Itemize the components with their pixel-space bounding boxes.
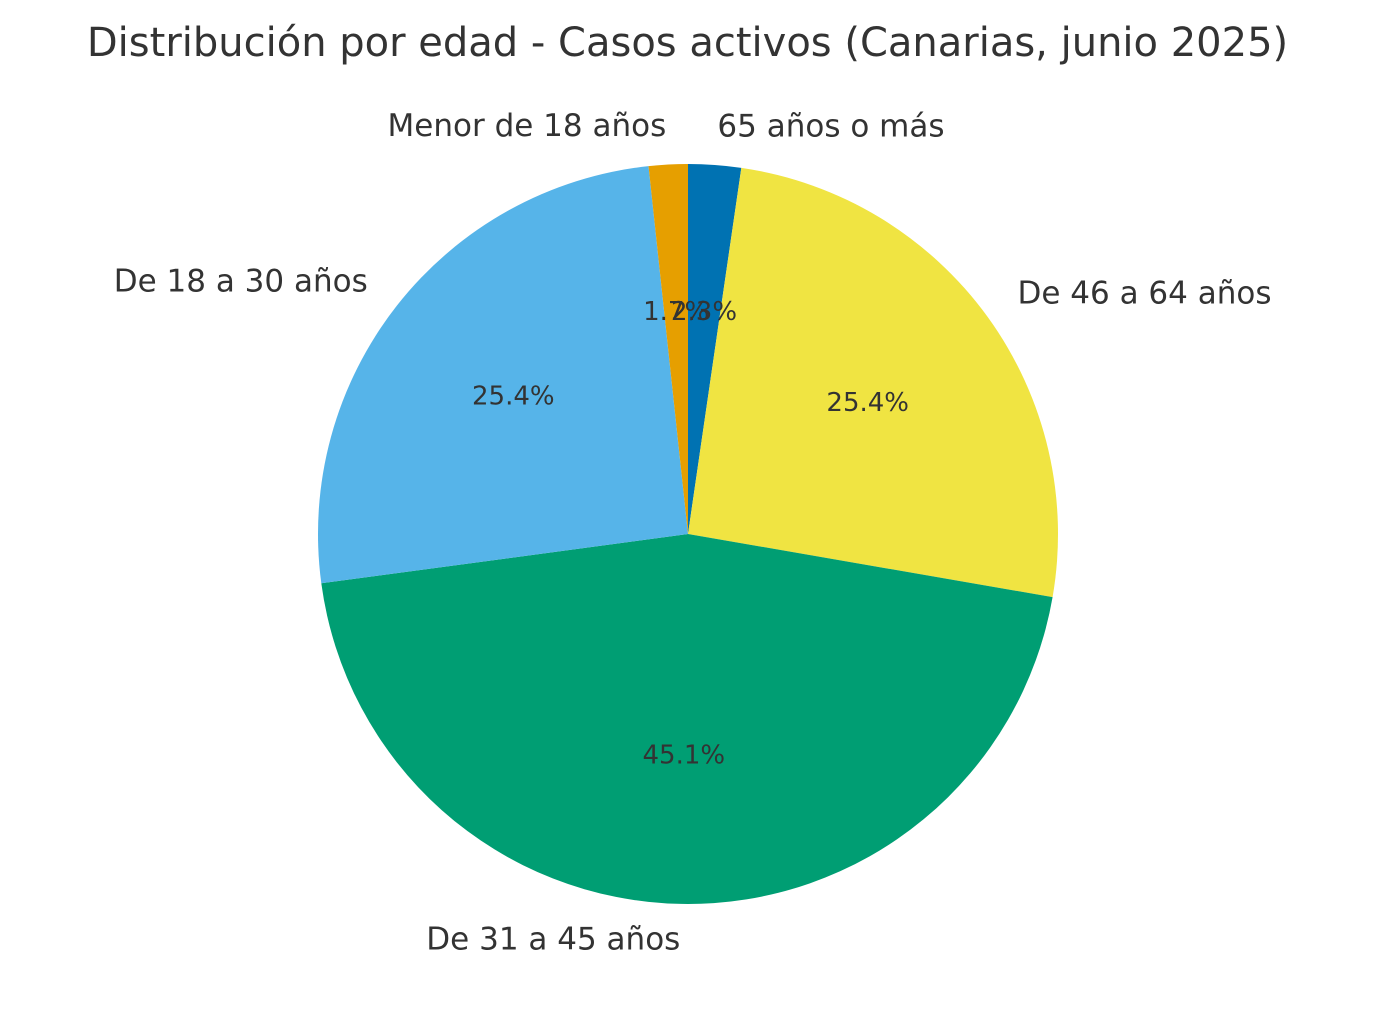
slice-label-65-anos-o-mas: 65 años o más: [717, 109, 944, 145]
slice-label-de-18-a-30-anos: De 18 a 30 años: [114, 263, 368, 299]
pie-slice-65-anos-o-mas: [688, 164, 742, 534]
pct-label-65-anos-o-mas: 2.3%: [671, 297, 737, 327]
pie-slice-de-31-a-45-anos: [321, 534, 1053, 904]
pct-label-menor-de-18-anos: 1.7%: [643, 297, 709, 327]
pie-slice-de-18-a-30-anos: [318, 166, 688, 584]
chart-title: Distribución por edad - Casos activos (C…: [87, 20, 1288, 66]
slice-label-de-31-a-45-anos: De 31 a 45 años: [426, 921, 680, 957]
slice-label-menor-de-18-anos: Menor de 18 años: [388, 108, 667, 144]
percentage-labels: 2.3% 25.4% 45.1% 25.4% 1.7%: [472, 297, 909, 771]
pct-label-de-18-a-30-anos: 25.4%: [472, 381, 555, 411]
slice-labels: 65 años o más De 46 a 64 años De 31 a 45 a…: [114, 108, 1272, 957]
pie-slice-de-46-a-64-anos: [688, 167, 1058, 598]
pie-slices: [318, 164, 1058, 904]
pct-label-de-46-a-64-anos: 25.4%: [826, 388, 909, 418]
pie-slice-menor-de-18-anos: [648, 164, 688, 534]
pct-label-de-31-a-45-anos: 45.1%: [643, 740, 726, 770]
slice-label-de-46-a-64-anos: De 46 a 64 años: [1017, 276, 1271, 312]
